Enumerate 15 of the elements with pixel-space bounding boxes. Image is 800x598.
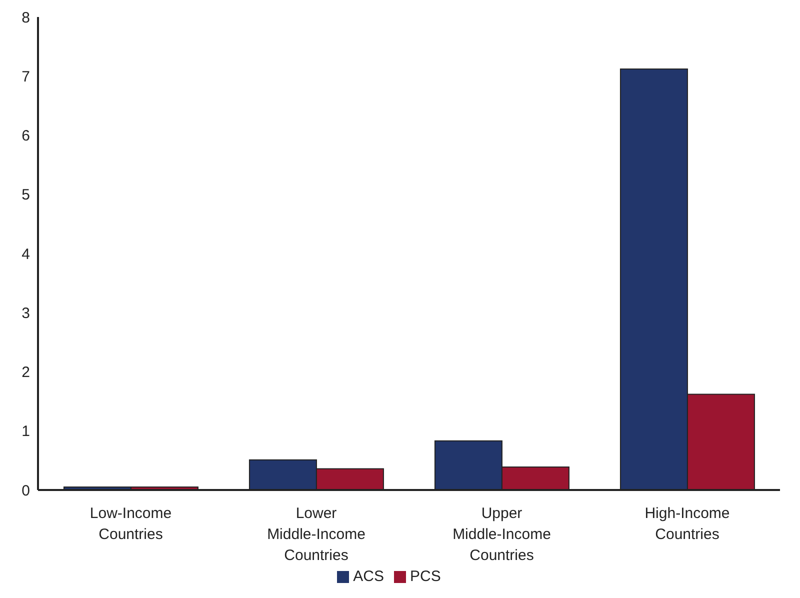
x-tick-label: Upper Middle-Income Countries [452, 505, 551, 564]
y-tick-label: 8 [22, 9, 30, 26]
legend-label: ACS [353, 568, 384, 585]
y-tick-label: 7 [22, 68, 30, 86]
y-tick-label: 2 [22, 364, 30, 382]
legend-label: PCS [410, 568, 441, 585]
y-tick-label: 6 [22, 128, 30, 145]
x-tick-label: Lower Middle-Income Countries [267, 505, 366, 564]
y-tick-label: 1 [22, 423, 30, 440]
x-tick-label: Low-Income Countries [90, 505, 172, 543]
y-tick-label: 0 [22, 482, 30, 500]
y-tick-label: 3 [22, 304, 30, 322]
x-tick-label: High-Income Countries [644, 505, 730, 543]
y-tick-label: 5 [22, 186, 30, 204]
y-tick-label: 4 [22, 246, 30, 263]
